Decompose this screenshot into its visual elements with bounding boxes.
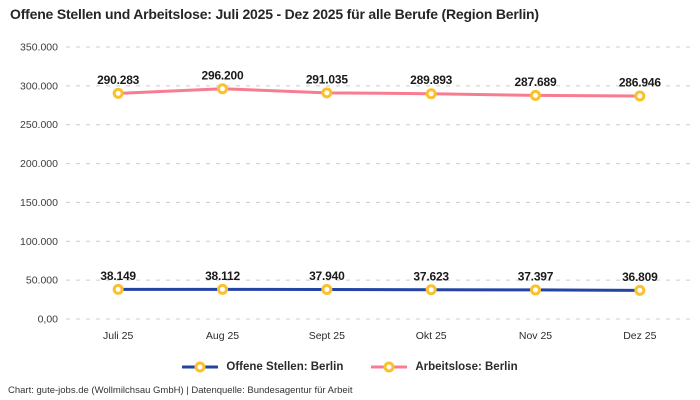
data-point-label: 37.940 [309, 269, 345, 283]
y-axis-tick-label: 200.000 [20, 158, 58, 170]
data-point-marker [425, 88, 437, 100]
x-axis-tick-label: Dez 25 [623, 330, 656, 342]
data-point-label: 37.623 [413, 269, 449, 283]
data-point-label: 290.283 [97, 73, 140, 87]
legend-swatch-arbeitslose-icon [371, 361, 408, 373]
x-axis-tick-label: Okt 25 [416, 330, 447, 342]
data-point-label: 286.946 [619, 76, 662, 90]
data-point-marker [112, 283, 124, 295]
legend-item-offene-stellen: Offene Stellen: Berlin [182, 360, 343, 374]
data-point-marker [321, 284, 333, 296]
y-axis-tick-label: 150.000 [20, 197, 58, 209]
legend-label-arbeitslose: Arbeitslose: Berlin [415, 361, 518, 373]
legend: Offene Stellen: Berlin Arbeitslose: Berl… [0, 360, 700, 374]
y-axis-tick-label: 0,00 [38, 314, 59, 326]
data-point-label: 37.397 [518, 269, 554, 283]
y-axis-tick-label: 250.000 [20, 119, 58, 131]
legend-item-arbeitslose: Arbeitslose: Berlin [371, 360, 518, 374]
y-axis-tick-label: 300.000 [20, 80, 58, 92]
chart-title: Offene Stellen und Arbeitslose: Juli 202… [10, 6, 539, 22]
data-point-label: 38.112 [205, 269, 240, 283]
line-chart: 350.000 300.000 250.000 200.000 150.000 100.0… [20, 42, 692, 342]
data-point-marker [530, 284, 541, 296]
data-point-label: 38.149 [100, 269, 136, 283]
x-axis-tick-label: Juli 25 [103, 330, 134, 342]
data-point-marker [217, 83, 228, 95]
series-line [116, 287, 642, 292]
y-axis-tick-label: 100.000 [20, 236, 58, 248]
data-point-marker [217, 283, 228, 295]
y-axis-tick-label: 50.000 [26, 275, 58, 287]
data-point-label: 296.200 [202, 68, 245, 82]
data-point-marker [530, 89, 541, 101]
legend-label-offene-stellen: Offene Stellen: Berlin [226, 361, 344, 373]
data-point-marker [634, 284, 646, 296]
data-point-label: 289.893 [410, 73, 453, 87]
attribution: Chart: gute-jobs.de (Wollmilchsau GmbH) … [8, 385, 353, 396]
data-point-marker [321, 87, 333, 99]
legend-swatch-offene-stellen-icon [182, 361, 219, 373]
x-axis-tick-label: Sept 25 [309, 330, 345, 342]
data-point-marker [634, 90, 646, 102]
series-line [116, 87, 642, 98]
x-axis-tick-label: Aug 25 [206, 330, 239, 342]
x-axis-tick-label: Nov 25 [519, 330, 552, 342]
data-point-label: 287.689 [515, 75, 558, 89]
data-point-label: 291.035 [306, 72, 349, 86]
data-point-marker [112, 87, 124, 99]
data-point-label: 36.809 [622, 270, 658, 284]
y-axis-tick-label: 350.000 [20, 42, 58, 54]
data-point-marker [425, 284, 437, 296]
